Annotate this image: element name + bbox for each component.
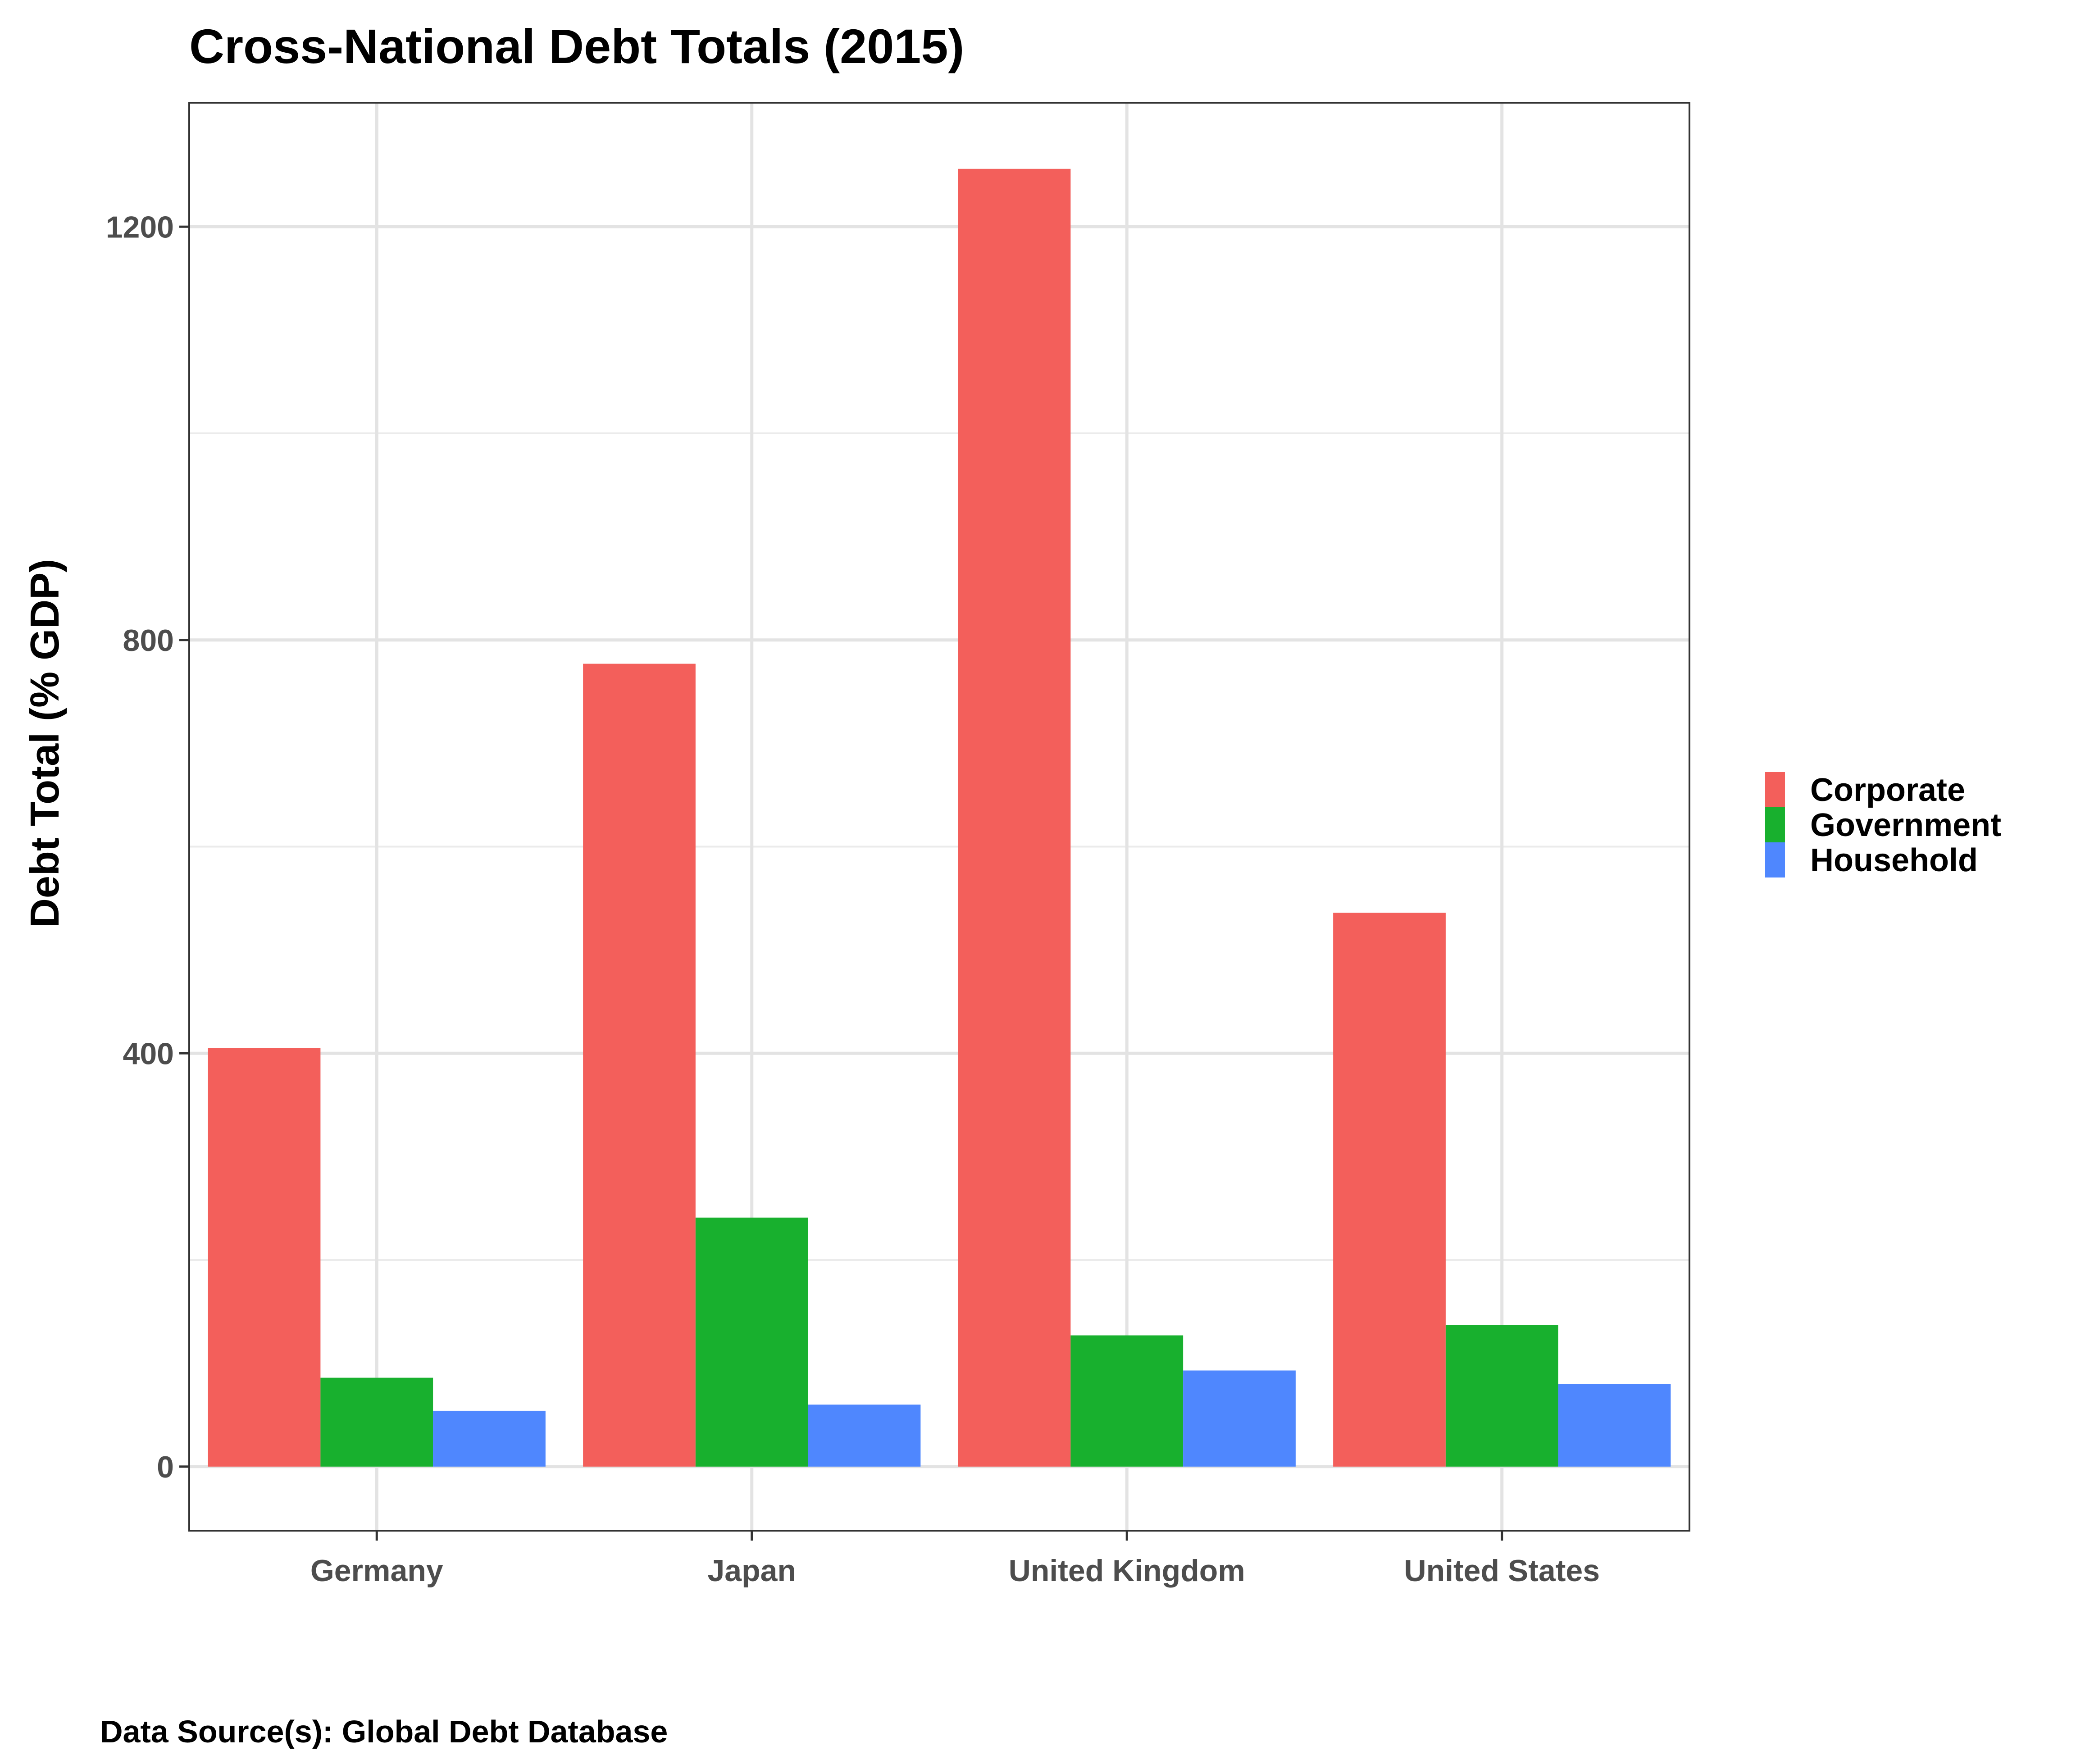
bar-government-germany (320, 1378, 433, 1467)
legend-key-government (1765, 807, 1785, 842)
bar-household-united-states (1558, 1384, 1671, 1467)
plot-panel-border (188, 102, 1690, 1532)
x-tick-label: Germany (310, 1554, 443, 1588)
bar-household-japan (808, 1405, 921, 1467)
y-axis-label: Debt Total (% GDP) (23, 559, 68, 927)
grid-lines (189, 103, 1689, 1531)
bar-government-united-kingdom (1070, 1335, 1184, 1467)
legend-label-household: Household (1810, 842, 1978, 878)
legend-label-government: Government (1810, 807, 2001, 843)
x-tick-label: United Kingdom (1009, 1554, 1245, 1588)
y-tick-label: 800 (123, 623, 174, 658)
y-tick-label: 400 (123, 1037, 174, 1071)
axes: 0 400 800 1200 Germany Japan United Kingdom Uni… (106, 210, 1600, 1588)
bar-household-germany (433, 1410, 546, 1467)
bar-government-japan (695, 1217, 808, 1467)
bar-government-united-states (1445, 1325, 1558, 1467)
bar-corporate-japan (583, 664, 696, 1467)
legend-key-household (1765, 842, 1785, 877)
x-tick-label: Japan (707, 1554, 796, 1588)
legend-label-corporate: Corporate (1810, 772, 1965, 808)
bar-household-united-kingdom (1183, 1370, 1296, 1467)
chart-title: Cross-National Debt Totals (2015) (189, 19, 964, 73)
bar-corporate-united-kingdom (958, 168, 1071, 1467)
plot-panel (189, 103, 1689, 1531)
y-tick-label: 0 (157, 1450, 174, 1484)
bars (208, 168, 1671, 1467)
bar-corporate-united-states (1333, 913, 1446, 1467)
data-source-caption: Data Source(s): Global Debt Database (100, 1714, 668, 1749)
y-tick-label: 1200 (106, 210, 174, 244)
x-tick-label: United States (1404, 1554, 1600, 1588)
bar-corporate-germany (208, 1048, 321, 1467)
legend-key-corporate (1765, 772, 1785, 807)
